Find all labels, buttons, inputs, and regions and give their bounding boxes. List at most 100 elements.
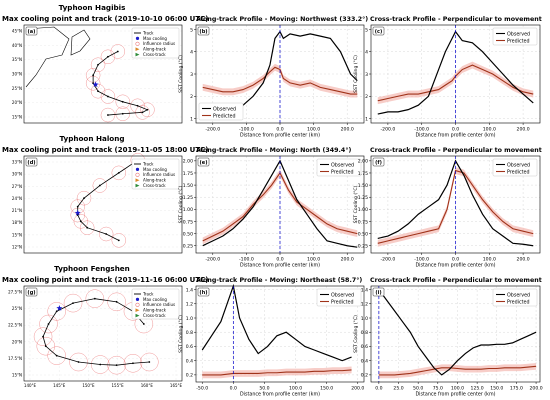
- x-tick-label: 125.0: [471, 386, 484, 392]
- track-point: [132, 362, 134, 365]
- lat-tick-label: 35°N: [12, 57, 22, 62]
- panel-label: (d): [27, 160, 35, 166]
- panel-label-box: [25, 157, 38, 167]
- influence-circle: [76, 190, 92, 206]
- observed-line: [201, 283, 352, 362]
- influence-circle: [100, 89, 116, 104]
- chart-panel-b: 1 2 3 4 5 -200.0 -100.0 0.0 100.0 200.0 (b) Observe…: [178, 24, 365, 139]
- track-point: [105, 233, 108, 235]
- x-tick-label: 200.0: [529, 386, 542, 392]
- x-tick-label: 0.0: [375, 386, 382, 392]
- observed-line: [378, 289, 537, 376]
- x-tick-label: 0.0: [276, 127, 283, 133]
- chart-panel-e: 0.25 0.50 0.75 1.00 1.25 1.50 1.75 2.00 -200.0 -1…: [178, 155, 365, 269]
- track-point: [93, 297, 96, 300]
- influence-circle: [90, 84, 106, 99]
- plot-frame: [195, 155, 365, 254]
- panel-label: (f): [375, 160, 382, 166]
- lat-tick-label: 30°N: [12, 72, 22, 77]
- influence-circle: [92, 178, 108, 193]
- map-legend-label: Max cooling: [143, 167, 167, 172]
- y-tick-label: 0.75: [358, 219, 368, 225]
- map-legend-label: Cross-track: [143, 313, 166, 318]
- track-point: [107, 114, 109, 116]
- panel-label: (e): [200, 160, 208, 166]
- track-point: [44, 345, 47, 348]
- influence-circle: [140, 352, 159, 372]
- lat-tick-label: 25°N: [12, 86, 22, 91]
- predicted-line: [202, 369, 352, 376]
- influence-circle: [115, 94, 130, 110]
- panel-label: (h): [199, 290, 207, 296]
- predicted-line: [378, 365, 537, 376]
- y-tick-label: 1.50: [358, 183, 368, 189]
- map-panel-d: 33°N 30°N 27°N 24°N 21°N 18°N 15°N 12°N (d) Track…: [12, 153, 183, 254]
- legend-predicted-label: Predicted: [213, 113, 236, 119]
- map-legend-label: Track: [142, 161, 154, 166]
- y-tick-label: 0.6: [186, 344, 193, 350]
- y-tick-label: 0.8: [361, 330, 368, 336]
- x-tick-label: 175.0: [510, 386, 523, 392]
- along-title-e: Along-track Profile - Moving: North (349…: [196, 146, 351, 154]
- panel-label: (b): [199, 29, 207, 35]
- cross-title-c: Cross-track Profile - Perpendicular to m…: [370, 16, 542, 23]
- y-axis-label: SST Cooling (°C): [178, 315, 184, 353]
- track-point: [79, 220, 82, 223]
- legend-arrow-swatch: [135, 183, 140, 188]
- predicted-band: [202, 169, 358, 245]
- track-point: [76, 205, 79, 208]
- map-frame: [23, 155, 183, 254]
- legend-predicted-label: Predicted: [507, 169, 530, 175]
- track-point: [107, 55, 109, 58]
- influence-circle: [123, 354, 143, 373]
- x-tick-label: 0.0: [276, 257, 283, 263]
- x-tick-label: -200.0: [380, 127, 395, 133]
- influence-circle: [47, 302, 66, 321]
- y-tick-label: 1.2: [361, 302, 368, 308]
- panel-label-box: [372, 26, 385, 36]
- influence-circle: [47, 346, 66, 365]
- map-title-a: Max cooling point and track (2019-10-10 …: [2, 15, 208, 23]
- legend-observed-label: Observed: [507, 162, 530, 168]
- y-tick-label: 1.25: [358, 195, 368, 201]
- chart-panel-i: 0.2 0.4 0.6 0.8 1.0 1.2 1.4 0.0 25.0 50.0 75.0 100.…: [353, 285, 543, 398]
- y-tick-label: 5: [190, 27, 193, 33]
- x-tick-label: 100.0: [483, 127, 496, 133]
- cross-title-f: Cross-track Profile - Perpendicular to m…: [370, 147, 542, 154]
- legend-influence-swatch: [135, 302, 140, 307]
- y-tick-label: 1.75: [358, 171, 368, 177]
- map-legend-box: [131, 288, 180, 320]
- y-tick-label: 2: [365, 94, 368, 100]
- map-legend-label: Influence radius: [143, 41, 175, 46]
- lat-tick-label: 30°N: [12, 172, 22, 177]
- x-axis-label: Distance from profile center (km): [240, 263, 320, 269]
- plot-frame: [370, 155, 541, 254]
- legend-predicted-label: Predicted: [507, 299, 530, 305]
- influence-circle: [100, 107, 116, 123]
- y-tick-label: 2.00: [358, 159, 368, 165]
- track-point: [121, 112, 124, 115]
- predicted-line: [202, 66, 358, 95]
- track-point: [97, 63, 99, 66]
- x-tick-label: 150.0: [320, 386, 333, 392]
- predicted-band: [377, 167, 534, 247]
- x-tick-label: 200.0: [341, 257, 354, 263]
- y-tick-label: 1.00: [183, 207, 193, 213]
- storm-title-fengshen: Typhoon Fengshen: [54, 264, 130, 273]
- legend-arrow-swatch: [135, 52, 140, 57]
- legend-observed-label: Observed: [507, 31, 530, 37]
- x-tick-label: 100.0: [451, 386, 464, 392]
- influence-circle: [111, 165, 127, 181]
- y-axis-label: SST Cooling (°C): [178, 185, 184, 223]
- y-tick-label: 0.8: [186, 330, 193, 336]
- y-axis-label: SST Cooling (°C): [353, 315, 359, 353]
- track-point: [146, 108, 149, 111]
- y-tick-label: 1.75: [183, 171, 193, 177]
- track-point: [136, 104, 139, 107]
- x-tick-label: 100.0: [307, 257, 320, 263]
- x-tick-label: 0.0: [452, 257, 459, 263]
- x-tick-label: 150.0: [490, 386, 503, 392]
- legend-observed-label: Observed: [331, 162, 354, 168]
- observed-line: [377, 30, 534, 115]
